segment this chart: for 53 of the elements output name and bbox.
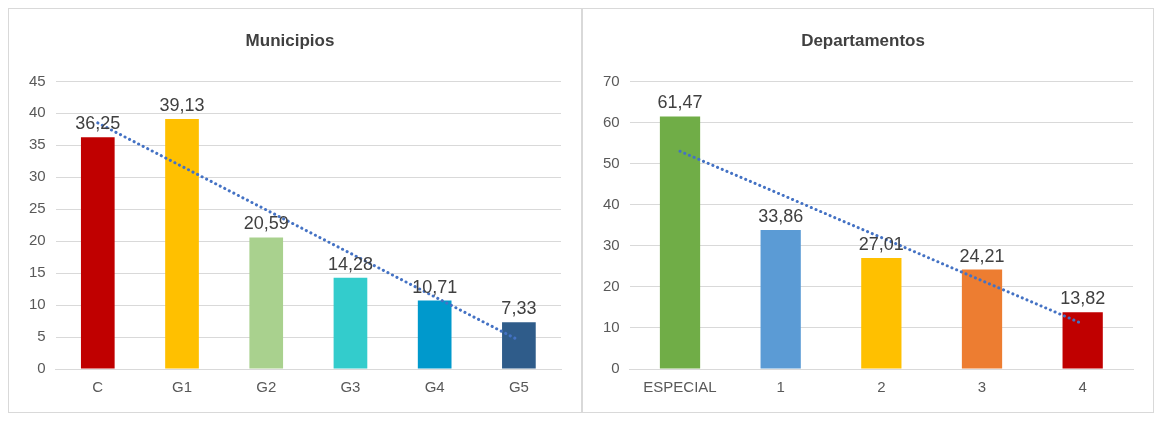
- x-tick-label: 3: [977, 378, 987, 396]
- y-tick-label: 5: [37, 327, 46, 345]
- bar: [659, 116, 701, 369]
- y-tick-label: 50: [603, 153, 620, 171]
- x-tick-label: G1: [172, 378, 193, 396]
- bar: [502, 322, 536, 369]
- y-tick-label: 40: [603, 194, 620, 212]
- x-tick-label: 4: [1078, 378, 1087, 396]
- y-tick-label: 30: [603, 235, 620, 253]
- y-tick-label: 10: [29, 295, 46, 313]
- data-label: 27,01: [858, 234, 904, 254]
- x-tick-label: G2: [256, 378, 277, 396]
- bar: [1062, 312, 1103, 369]
- data-label: 10,71: [412, 276, 458, 297]
- bar: [417, 300, 452, 369]
- data-label: 7,33: [501, 298, 537, 319]
- data-label: 61,47: [657, 92, 703, 113]
- y-tick-label: 35: [29, 135, 46, 153]
- x-tick-label: 1: [776, 378, 785, 396]
- data-label: 36,25: [75, 113, 121, 134]
- y-tick-label: 15: [29, 263, 46, 281]
- chart-title: Municipios: [245, 30, 335, 50]
- x-tick-label: ESPECIAL: [643, 378, 717, 396]
- bar: [760, 229, 801, 369]
- bar: [249, 237, 284, 369]
- data-label: 24,21: [959, 245, 1005, 266]
- y-tick-label: 0: [37, 359, 46, 377]
- bar: [80, 137, 115, 369]
- y-tick-label: 20: [603, 276, 620, 294]
- bar: [333, 277, 368, 369]
- y-tick-label: 40: [29, 103, 46, 121]
- y-tick-label: 10: [603, 318, 620, 336]
- y-tick-label: 20: [29, 231, 46, 249]
- y-tick-label: 25: [29, 199, 46, 217]
- y-tick-label: 45: [29, 71, 46, 89]
- data-label: 20,59: [243, 213, 289, 234]
- y-tick-label: 60: [603, 112, 620, 130]
- data-label: 39,13: [159, 94, 205, 115]
- data-label: 13,82: [1060, 288, 1106, 309]
- x-tick-label: C: [92, 378, 104, 396]
- bar: [861, 258, 902, 369]
- data-label: 14,28: [327, 253, 373, 274]
- x-tick-label: 2: [877, 378, 886, 396]
- y-tick-label: 70: [603, 71, 620, 89]
- x-tick-label: G3: [340, 378, 361, 396]
- bar: [961, 269, 1003, 369]
- x-tick-label: G4: [424, 378, 445, 396]
- y-tick-label: 0: [611, 359, 620, 377]
- y-tick-label: 30: [29, 167, 46, 185]
- x-tick-label: G5: [508, 378, 529, 396]
- data-label: 33,86: [758, 205, 804, 226]
- bar: [165, 118, 199, 369]
- chart-title: Departamentos: [801, 30, 925, 50]
